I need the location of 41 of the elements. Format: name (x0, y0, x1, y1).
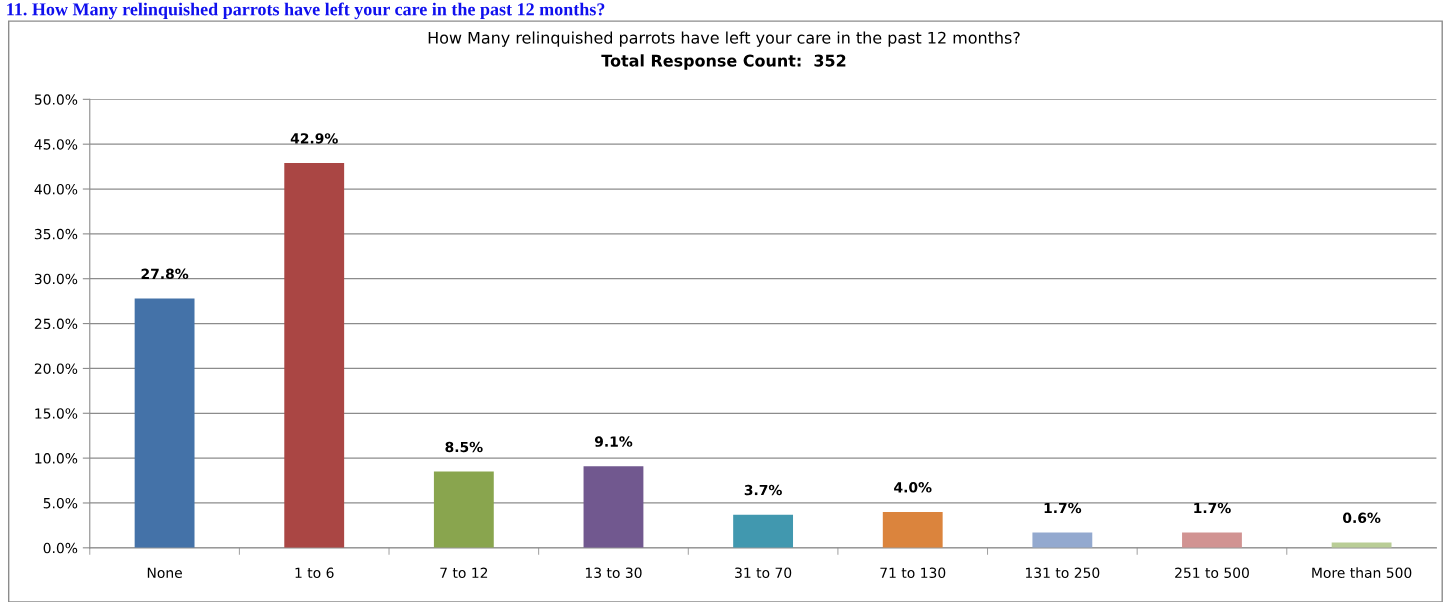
text: 11. How Many relinquished parrots have left your care in the past 12 months? (7, 2, 605, 20)
data-label: 0.6% (1343, 512, 1381, 524)
bar (1331, 542, 1392, 548)
data-label: 1.7% (1044, 502, 1082, 514)
data-label: 3.7% (744, 484, 782, 496)
y-tick-label: 0.0% (43, 542, 78, 554)
x-tick-label: None (147, 567, 182, 579)
data-label: 1.7% (1194, 502, 1231, 514)
y-tick-label: 15.0% (35, 408, 78, 419)
x-tick-label: 13 to 30 (585, 567, 642, 579)
y-tick-label: 30.0% (34, 273, 78, 285)
chart-subtitle: Total Response Count: 352 (601, 54, 846, 70)
x-tick-label: 251 to 500 (1175, 567, 1249, 579)
data-label: 9.1% (594, 436, 633, 447)
chart-title: How Many relinquished parrots have left your care in the past 12 months? (428, 31, 1020, 47)
data-label: 4.0% (894, 482, 932, 493)
x-tick-label: 131 to 250 (1025, 567, 1100, 579)
bar (1182, 532, 1242, 548)
y-tick-label: 20.0% (34, 363, 78, 374)
data-label: 27.8% (141, 268, 189, 280)
data-label: 42.9% (290, 133, 338, 144)
bar (433, 471, 494, 548)
bar (1032, 532, 1093, 548)
bar (583, 466, 644, 548)
y-tick-label: 35.0% (34, 228, 78, 240)
y-tick-label: 10.0% (35, 453, 78, 464)
bar (284, 163, 345, 548)
x-tick-label: 71 to 130 (880, 567, 946, 579)
data-label: 8.5% (445, 441, 483, 453)
y-tick-label: 45.0% (34, 139, 78, 150)
x-tick-label: 7 to 12 (440, 567, 488, 579)
y-tick-label: 40.0% (34, 184, 78, 195)
y-tick-label: 50.0% (34, 94, 78, 105)
bar (733, 514, 794, 548)
y-tick-label: 25.0% (34, 318, 78, 330)
y-tick-label: 5.0% (43, 497, 78, 509)
x-tick-label: 1 to 6 (295, 567, 334, 579)
bar (882, 511, 943, 548)
x-tick-label: More than 500 (1312, 567, 1412, 579)
bar (134, 298, 195, 548)
x-tick-label: 31 to 70 (735, 567, 792, 579)
